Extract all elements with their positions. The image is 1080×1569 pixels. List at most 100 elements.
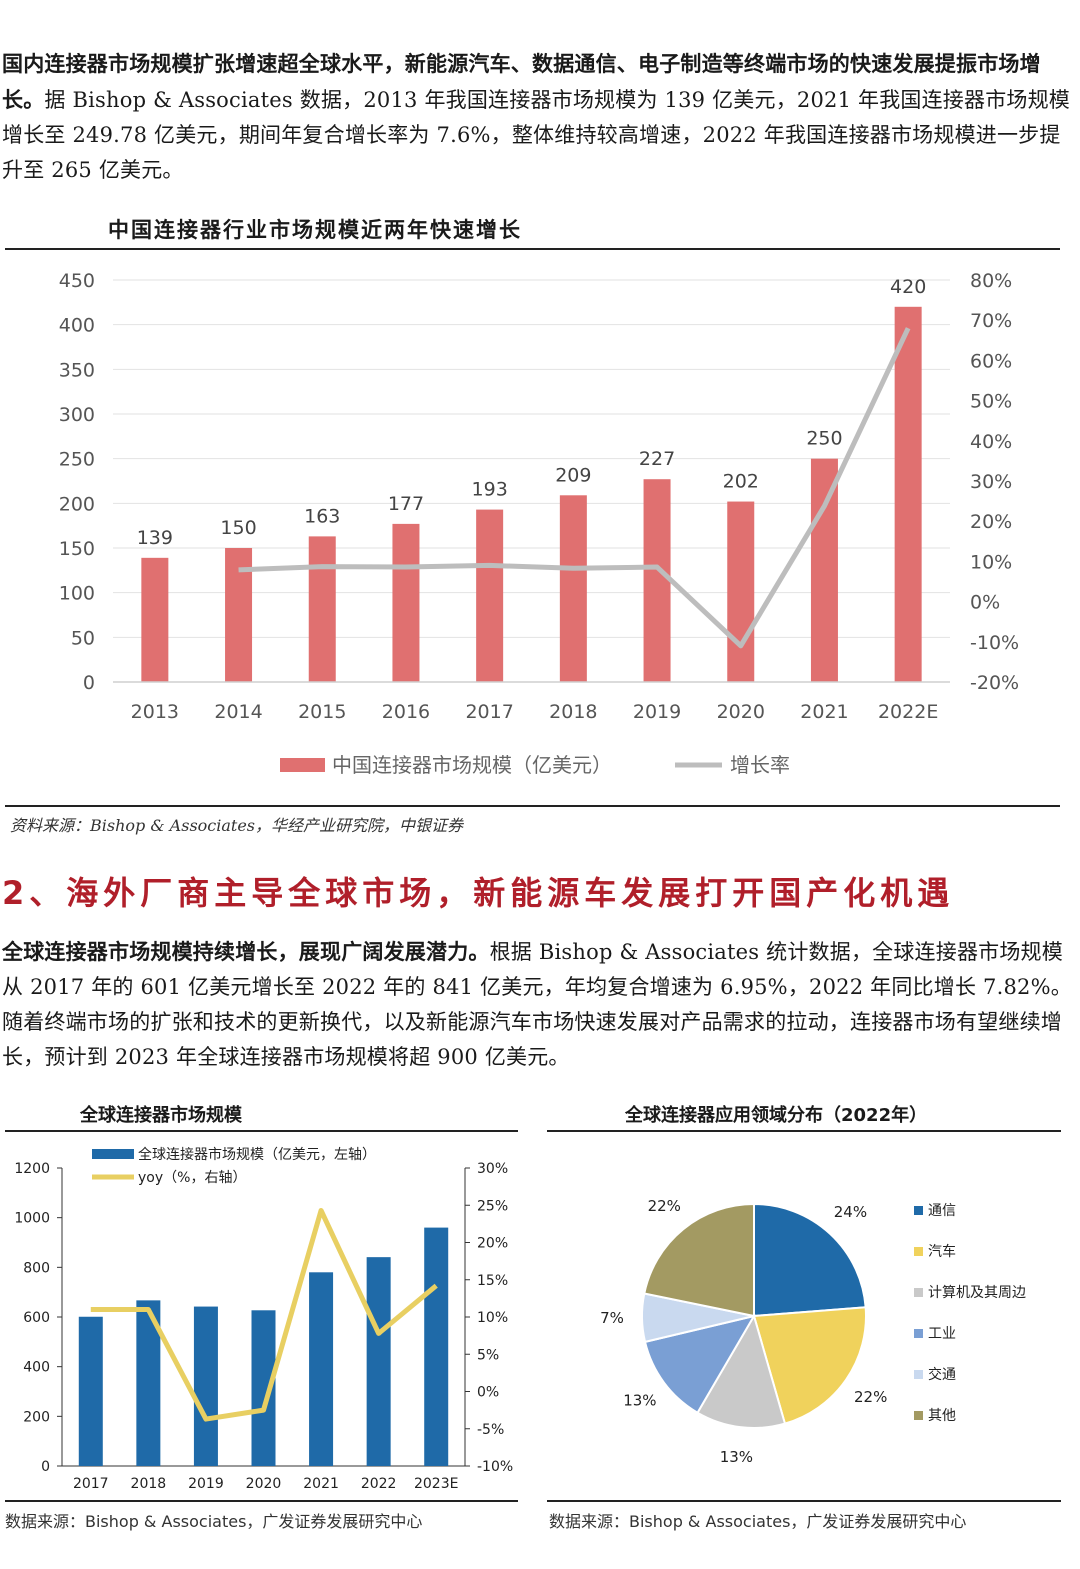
chart3-slice <box>643 1314 757 1415</box>
chart3-title: 全球连接器应用领域分布（2022年） <box>625 1105 928 1126</box>
chart2-right-tick: 15% <box>477 1273 508 1289</box>
chart1-right-tick: 80% <box>970 270 1012 292</box>
chart1-bar <box>810 458 838 682</box>
chart3-slice <box>752 1306 867 1425</box>
intro-body-text: 据 Bishop & Associates 数据，2013 年我国连接器市场规模… <box>2 88 1071 182</box>
chart3-legend-swatch <box>914 1370 923 1379</box>
chart1-data-label: 420 <box>890 276 926 298</box>
chart2-left-tick: 800 <box>23 1260 50 1276</box>
chart2-top-rule <box>5 1130 518 1132</box>
chart1-bar <box>894 306 922 682</box>
chart2-right-tick: 5% <box>477 1347 499 1363</box>
chart1-left-tick: 350 <box>59 359 95 381</box>
chart1-source: 资料来源：Bishop & Associates，华经产业研究院，中银证券 <box>10 816 464 835</box>
chart1-data-label: 202 <box>723 471 759 493</box>
chart1-x-tick: 2014 <box>214 701 262 723</box>
chart2-right-tick: 30% <box>477 1161 508 1177</box>
chart2-bar <box>78 1316 103 1466</box>
chart3-slice-label: 13% <box>623 1392 656 1410</box>
chart1-svg: 0 50 100 150 200 250 300 350 400 450 -20% -10% 0% 10%… <box>59 270 1019 777</box>
chart2-x-tick: 2023E <box>414 1476 458 1492</box>
chart1-x-tick: 2022E <box>878 701 938 723</box>
section2-paragraph: 全球连接器市场规模持续增长，展现广阔发展潜力。根据 Bishop & Assoc… <box>2 934 1074 1075</box>
chart1-bottom-rule <box>5 805 1060 807</box>
chart3-legend-label: 其他 <box>928 1408 956 1424</box>
chart3-legend-label: 汽车 <box>928 1243 956 1260</box>
chart3-legend-label: 通信 <box>928 1203 956 1219</box>
chart1-data-label: 227 <box>639 448 675 470</box>
chart2-source: 数据来源：Bishop & Associates，广发证券发展研究中心 <box>5 1512 423 1531</box>
chart1-data-label: 209 <box>555 464 591 486</box>
chart1-bar <box>727 501 755 682</box>
chart2-right-tick: 25% <box>477 1198 508 1214</box>
chart3-bottom-rule <box>547 1500 1061 1502</box>
chart3-legend-swatch <box>914 1411 923 1420</box>
chart3-slice-label: 7% <box>600 1309 624 1327</box>
chart2-left-tick: 1200 <box>14 1161 50 1177</box>
chart1-right-tick: 40% <box>970 431 1012 453</box>
chart2-bar <box>193 1306 218 1466</box>
chart2-legend-bar-swatch <box>92 1149 134 1159</box>
chart3-source: 数据来源：Bishop & Associates，广发证券发展研究中心 <box>549 1512 967 1531</box>
chart2-bar <box>309 1272 334 1466</box>
intro-bold-text: 国内连接器市场规模扩张增速超全球水平，新能源汽车、数据通信、电子制造等终端市场的… <box>2 51 1041 112</box>
section2-heading: 2、海外厂商主导全球市场，新能源车发展打开国产化机遇 <box>2 874 955 912</box>
chart1-top-rule <box>5 248 1060 250</box>
intro-paragraph: 国内连接器市场规模扩张增速超全球水平，新能源汽车、数据通信、电子制造等终端市场的… <box>2 46 1074 188</box>
chart2-yoy-line <box>90 1207 438 1422</box>
chart1-right-tick: 70% <box>970 310 1012 332</box>
chart2-x-tick: 2017 <box>73 1476 109 1492</box>
chart3-legend-swatch <box>914 1329 923 1338</box>
chart1-right-tick: 60% <box>970 350 1012 372</box>
chart1-legend-line-label: 增长率 <box>730 753 790 777</box>
chart2-bar <box>366 1257 391 1466</box>
chart2-left-tick: 1000 <box>14 1211 50 1227</box>
chart1-left-tick: 400 <box>59 315 95 337</box>
chart2-x-tick: 2018 <box>131 1476 167 1492</box>
chart1-data-label: 150 <box>220 517 256 539</box>
chart1-x-tick: 2013 <box>131 701 179 723</box>
chart3-slice-label: 22% <box>648 1197 681 1215</box>
chart2-right-tick: 10% <box>477 1310 508 1326</box>
chart2-left-tick: 200 <box>23 1409 50 1425</box>
chart1-left-tick: 450 <box>59 270 95 292</box>
chart1-left-tick: 300 <box>59 404 95 426</box>
chart3-top-rule <box>547 1130 1061 1132</box>
chart1-x-tick: 2020 <box>717 701 765 723</box>
chart2-title: 全球连接器市场规模 <box>80 1105 242 1126</box>
chart3-slice <box>753 1202 867 1318</box>
chart3-slice <box>696 1313 787 1429</box>
chart2-legend-line-label: yoy（%，右轴） <box>138 1170 246 1186</box>
chart1-bar <box>476 509 504 682</box>
chart3-slice-label: 22% <box>854 1388 887 1406</box>
chart1-x-tick: 2015 <box>298 701 346 723</box>
chart3-svg: 24% 通信 22% 汽车 13% 计算机及其周边 13% 工业 7% 交通 22% 其他 <box>600 1197 1026 1466</box>
chart2-right-tick: 20% <box>477 1236 508 1252</box>
chart1-data-label: 139 <box>137 527 173 549</box>
chart1-right-tick: -10% <box>970 632 1019 654</box>
chart2-left-tick: 0 <box>41 1459 50 1475</box>
chart1-bar <box>141 557 169 682</box>
chart1-bar <box>308 536 336 682</box>
chart2-right-tick: 0% <box>477 1385 499 1401</box>
chart1-data-label: 193 <box>472 479 508 501</box>
chart1-left-tick: 50 <box>71 627 95 649</box>
chart2-left-tick: 600 <box>23 1310 50 1326</box>
chart1-x-tick: 2018 <box>549 701 597 723</box>
chart1-left-tick: 0 <box>83 672 95 694</box>
chart3-legend-swatch <box>914 1206 923 1215</box>
chart3-slice-label: 24% <box>834 1203 867 1221</box>
chart3-legend-label: 工业 <box>928 1326 956 1342</box>
chart1-growth-line <box>238 327 911 649</box>
chart3-slice-label: 13% <box>720 1448 753 1466</box>
chart1-x-tick: 2021 <box>800 701 848 723</box>
chart1-bar <box>392 523 420 682</box>
chart2-bottom-rule <box>5 1500 518 1502</box>
chart1-data-label: 177 <box>388 493 424 515</box>
chart1-left-tick: 100 <box>59 583 95 605</box>
chart2-right-tick: -5% <box>477 1422 504 1438</box>
chart2-x-tick: 2019 <box>188 1476 224 1492</box>
chart1-legend-bar-label: 中国连接器市场规模（亿美元） <box>332 753 612 777</box>
chart1-right-tick: 20% <box>970 511 1012 533</box>
chart1-bar <box>643 479 671 682</box>
